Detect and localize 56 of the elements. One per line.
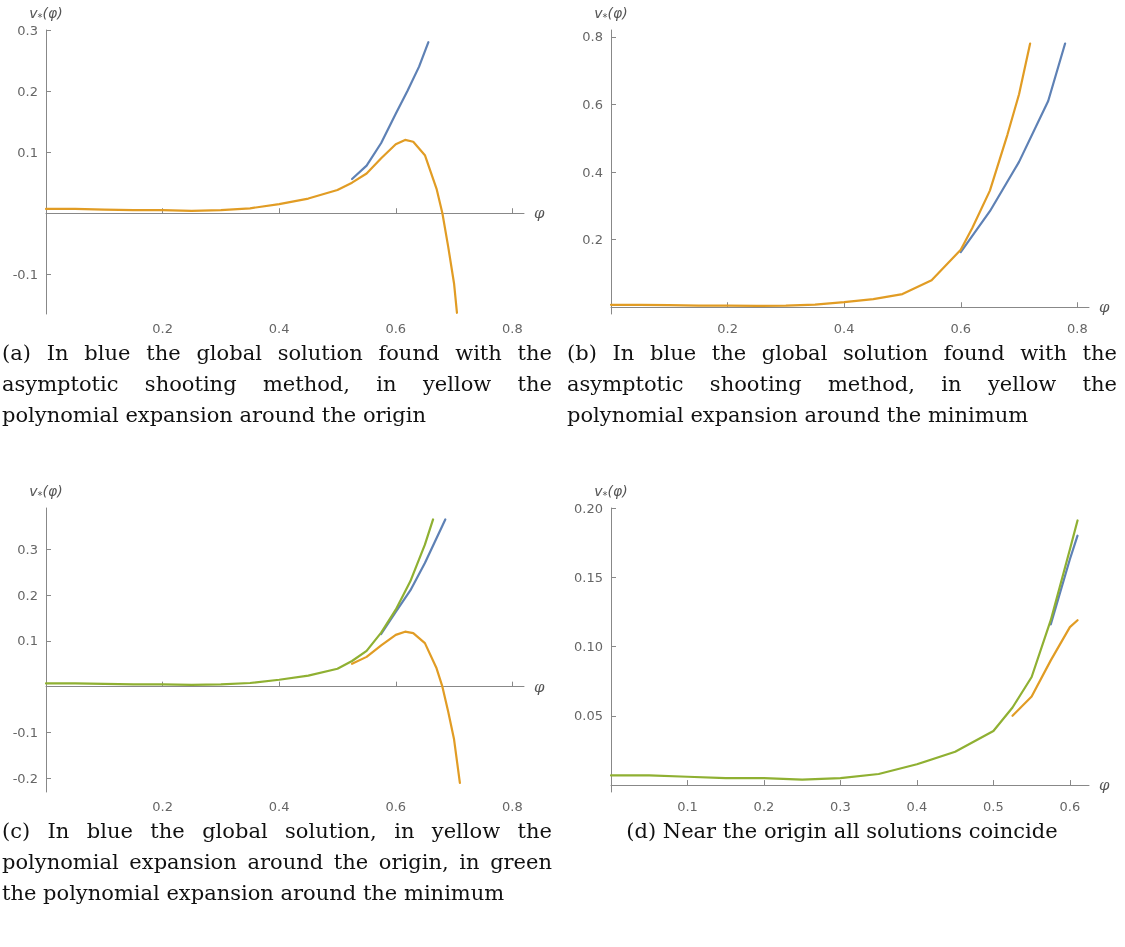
y-tick-label: 0.2 xyxy=(17,587,38,603)
y-tick-label: 0.3 xyxy=(17,22,38,38)
line-series xyxy=(44,138,459,314)
line-series xyxy=(1011,619,1079,717)
line-series xyxy=(44,518,435,686)
y-tick-label: 0.8 xyxy=(582,29,603,45)
x-tick-label: 0.6 xyxy=(385,799,407,814)
y-tick-label: 0.3 xyxy=(17,541,38,557)
x-tick-label: 0.2 xyxy=(753,799,775,814)
y-tick-label: 0.2 xyxy=(17,83,38,99)
line-series xyxy=(350,41,430,181)
line-series xyxy=(380,518,447,636)
y-axis-title: v*(φ) xyxy=(594,5,628,23)
x-tick-label: 0.6 xyxy=(950,321,972,336)
y-tick-label: -0.1 xyxy=(12,266,38,282)
x-tick-label: 0.8 xyxy=(502,799,523,814)
y-tick-label: 0.4 xyxy=(582,164,603,180)
text: (a) In blue the global solution found with the asymptotic shooting method, in yellow the polynomial expansion around the origin xyxy=(2,340,552,429)
x-axis-title: φ xyxy=(1099,776,1110,795)
line-series xyxy=(609,519,1079,781)
x-tick-label: 0.1 xyxy=(677,799,698,814)
line-series xyxy=(609,42,1032,307)
y-tick-label: 0.6 xyxy=(582,96,603,112)
x-tick-label: 0.4 xyxy=(906,799,928,814)
x-tick-label: 0.8 xyxy=(1067,321,1088,336)
y-tick-label: 0.10 xyxy=(574,639,603,655)
x-tick-label: 0.8 xyxy=(502,321,523,336)
y-tick-label: 0.05 xyxy=(574,708,603,724)
y-tick-label: 0.1 xyxy=(17,144,38,160)
text: (c) In blue the global solution, in yellow the polynomial expansion around the origin, in green the polynomial expansion around the minimum xyxy=(2,818,552,907)
x-tick-label: 0.4 xyxy=(268,799,290,814)
text: (b) In blue the global solution found with the asymptotic shooting method, in yellow the polynomial expansion around the minimum xyxy=(567,340,1117,429)
y-axis-title: v*(φ) xyxy=(594,483,628,501)
x-tick-label: 0.4 xyxy=(268,321,290,336)
x-tick-label: 0.4 xyxy=(833,321,855,336)
y-tick-label: 0.1 xyxy=(17,633,38,649)
x-tick-label: 0.2 xyxy=(717,321,738,336)
line-series xyxy=(959,42,1067,254)
x-tick-label: 0.2 xyxy=(152,799,173,814)
x-tick-label: 0.2 xyxy=(152,321,173,336)
x-tick-label: 0.6 xyxy=(385,321,407,336)
y-tick-label: -0.1 xyxy=(12,724,38,740)
y-tick-label: 0.20 xyxy=(574,500,603,516)
y-axis-title: v*(φ) xyxy=(29,483,63,501)
x-tick-label: 0.5 xyxy=(983,799,1004,814)
x-tick-label: 0.6 xyxy=(1059,799,1081,814)
x-axis-title: φ xyxy=(1099,298,1110,317)
line-series xyxy=(350,630,461,784)
text: (d) Near the origin all solutions coincide xyxy=(625,818,1059,845)
y-tick-label: -0.2 xyxy=(12,770,38,786)
y-tick-label: 0.15 xyxy=(574,569,603,585)
x-axis-title: φ xyxy=(534,204,545,223)
x-axis-title: φ xyxy=(534,677,545,696)
y-tick-label: 0.2 xyxy=(582,232,603,248)
x-tick-label: 0.3 xyxy=(830,799,851,814)
y-axis-title: v*(φ) xyxy=(29,5,63,23)
